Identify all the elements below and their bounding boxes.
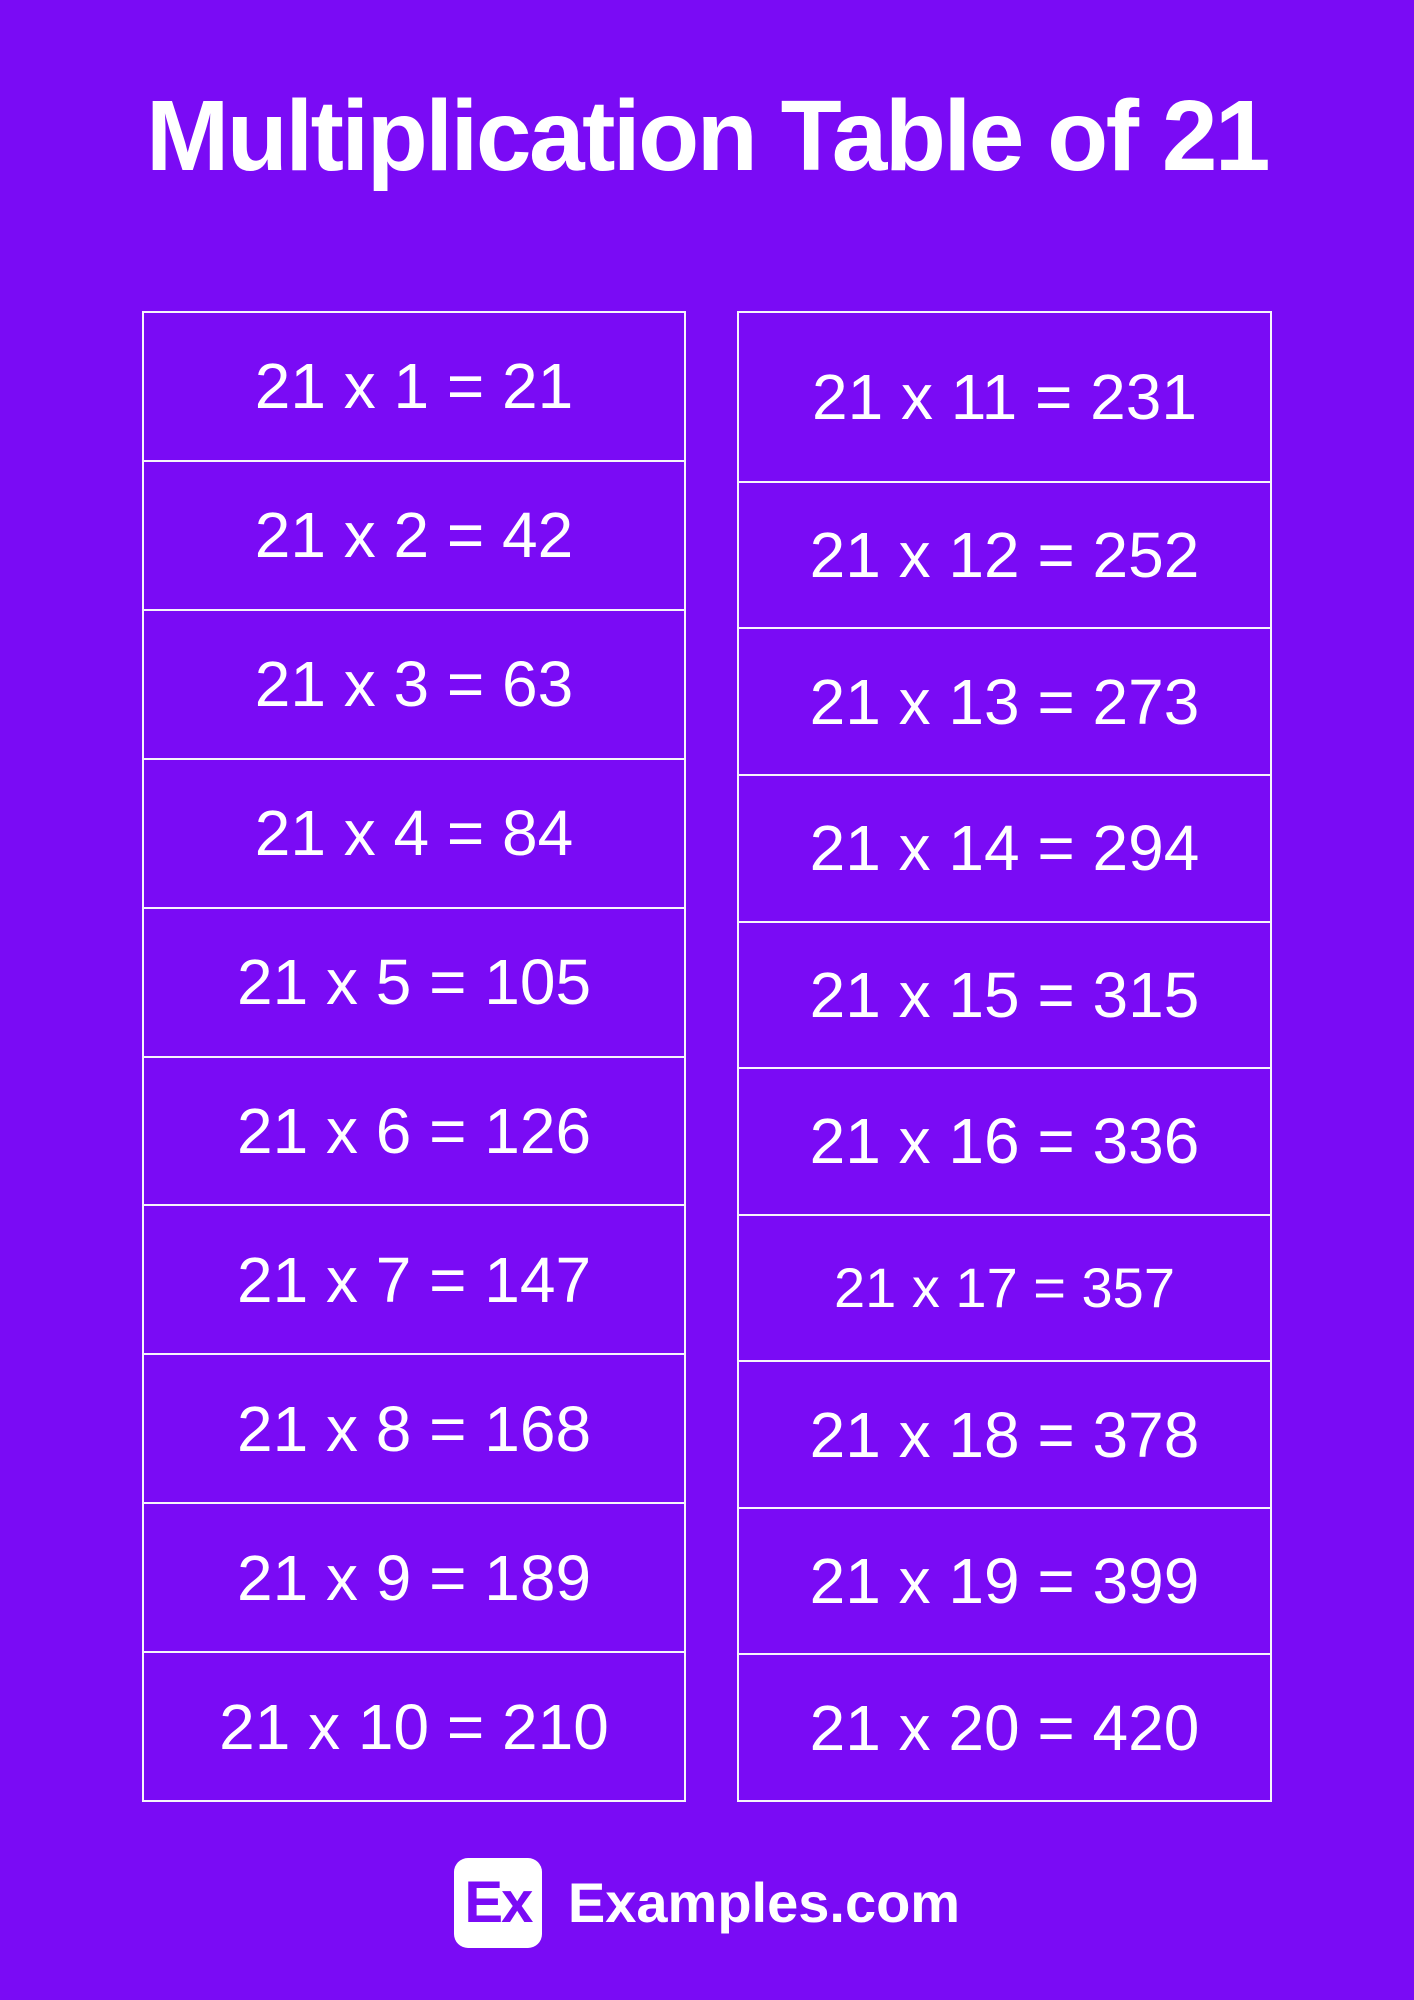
- table-row: 21 x 6 = 126: [144, 1058, 684, 1207]
- logo-ex-text: Ex: [464, 1870, 533, 1935]
- multiplication-fact: 21 x 18 = 378: [809, 1398, 1200, 1471]
- multiplication-fact: 21 x 14 = 294: [809, 812, 1200, 885]
- table-row: 21 x 13 = 273: [739, 629, 1270, 776]
- multiplication-fact: 21 x 12 = 252: [809, 519, 1200, 592]
- multiplication-tables: 21 x 1 = 21 21 x 2 = 42 21 x 3 = 63 21 x…: [142, 311, 1272, 1802]
- multiplication-fact: 21 x 3 = 63: [254, 648, 574, 721]
- table-row: 21 x 20 = 420: [739, 1655, 1270, 1800]
- multiplication-table-1-10: 21 x 1 = 21 21 x 2 = 42 21 x 3 = 63 21 x…: [142, 311, 686, 1802]
- multiplication-fact: 21 x 4 = 84: [254, 797, 574, 870]
- multiplication-fact: 21 x 5 = 105: [236, 946, 592, 1019]
- table-row: 21 x 1 = 21: [144, 313, 684, 462]
- multiplication-fact: 21 x 7 = 147: [236, 1243, 592, 1316]
- table-row: 21 x 10 = 210: [144, 1653, 684, 1800]
- table-row: 21 x 15 = 315: [739, 923, 1270, 1070]
- examples-logo-icon: Ex: [453, 1858, 542, 1948]
- multiplication-table-11-20: 21 x 11 = 231 21 x 12 = 252 21 x 13 = 27…: [737, 311, 1272, 1802]
- multiplication-fact: 21 x 19 = 399: [809, 1545, 1200, 1618]
- table-row: 21 x 7 = 147: [144, 1206, 684, 1356]
- table-row: 21 x 16 = 336: [739, 1069, 1270, 1216]
- table-row: 21 x 5 = 105: [144, 909, 684, 1058]
- multiplication-fact: 21 x 16 = 336: [809, 1105, 1200, 1178]
- multiplication-fact: 21 x 9 = 189: [236, 1541, 592, 1614]
- table-row: 21 x 14 = 294: [739, 776, 1270, 923]
- table-row: 21 x 3 = 63: [144, 611, 684, 760]
- multiplication-fact: 21 x 6 = 126: [236, 1094, 592, 1167]
- table-row: 21 x 2 = 42: [144, 462, 684, 611]
- table-row: 21 x 19 = 399: [739, 1509, 1270, 1656]
- brand-name: Examples.com: [567, 1871, 961, 1934]
- table-row: 21 x 12 = 252: [739, 483, 1270, 630]
- multiplication-fact: 21 x 10 = 210: [219, 1690, 609, 1763]
- multiplication-fact: 21 x 2 = 42: [254, 499, 574, 572]
- multiplication-fact: 21 x 20 = 420: [809, 1691, 1200, 1764]
- footer: Ex Examples.com: [0, 1858, 1414, 1948]
- multiplication-fact: 21 x 13 = 273: [809, 665, 1200, 738]
- page-title: Multiplication Table of 21: [145, 80, 1271, 192]
- table-row: 21 x 9 = 189: [144, 1504, 684, 1654]
- multiplication-fact: 21 x 15 = 315: [809, 958, 1200, 1031]
- table-row: 21 x 18 = 378: [739, 1362, 1270, 1509]
- table-row: 21 x 4 = 84: [144, 760, 684, 909]
- multiplication-fact: 21 x 1 = 21: [254, 350, 574, 423]
- multiplication-fact: 21 x 17 = 357: [834, 1255, 1175, 1319]
- table-row: 21 x 11 = 231: [739, 313, 1270, 483]
- table-row: 21 x 8 = 168: [144, 1355, 684, 1505]
- table-row: 21 x 17 = 357: [739, 1216, 1270, 1363]
- multiplication-fact: 21 x 8 = 168: [236, 1392, 592, 1465]
- multiplication-fact: 21 x 11 = 231: [812, 360, 1197, 433]
